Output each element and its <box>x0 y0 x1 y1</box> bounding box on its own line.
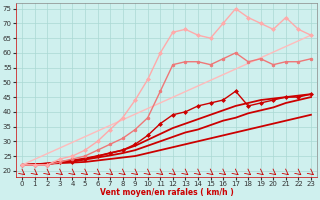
X-axis label: Vent moyen/en rafales ( km/h ): Vent moyen/en rafales ( km/h ) <box>100 188 234 197</box>
